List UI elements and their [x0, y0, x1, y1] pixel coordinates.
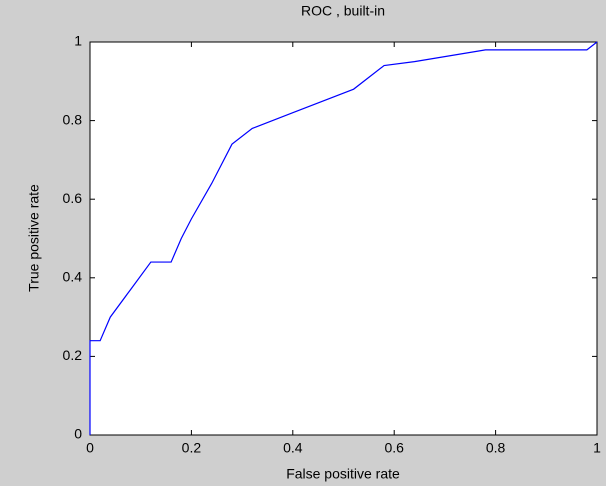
chart-title: ROC , built-in [301, 3, 385, 19]
y-tick-label: 0.8 [63, 111, 83, 127]
plot-area [89, 41, 598, 436]
x-tick-label: 0.2 [182, 440, 202, 456]
x-tick-label: 0.8 [486, 440, 506, 456]
y-tick-label: 0 [74, 426, 82, 442]
roc-line [89, 41, 598, 435]
y-axis-label: True positive rate [26, 184, 42, 292]
y-tick-label: 0.4 [63, 269, 83, 285]
x-tick-label: 0 [86, 440, 94, 456]
y-tick-label: 0.2 [63, 347, 83, 363]
x-tick-label: 0.4 [283, 440, 303, 456]
x-axis-label: False positive rate [286, 466, 400, 482]
x-tick-label: 0.6 [384, 440, 404, 456]
y-tick-label: 1 [74, 33, 82, 49]
y-tick-label: 0.6 [63, 190, 83, 206]
x-tick-label: 1 [593, 440, 601, 456]
